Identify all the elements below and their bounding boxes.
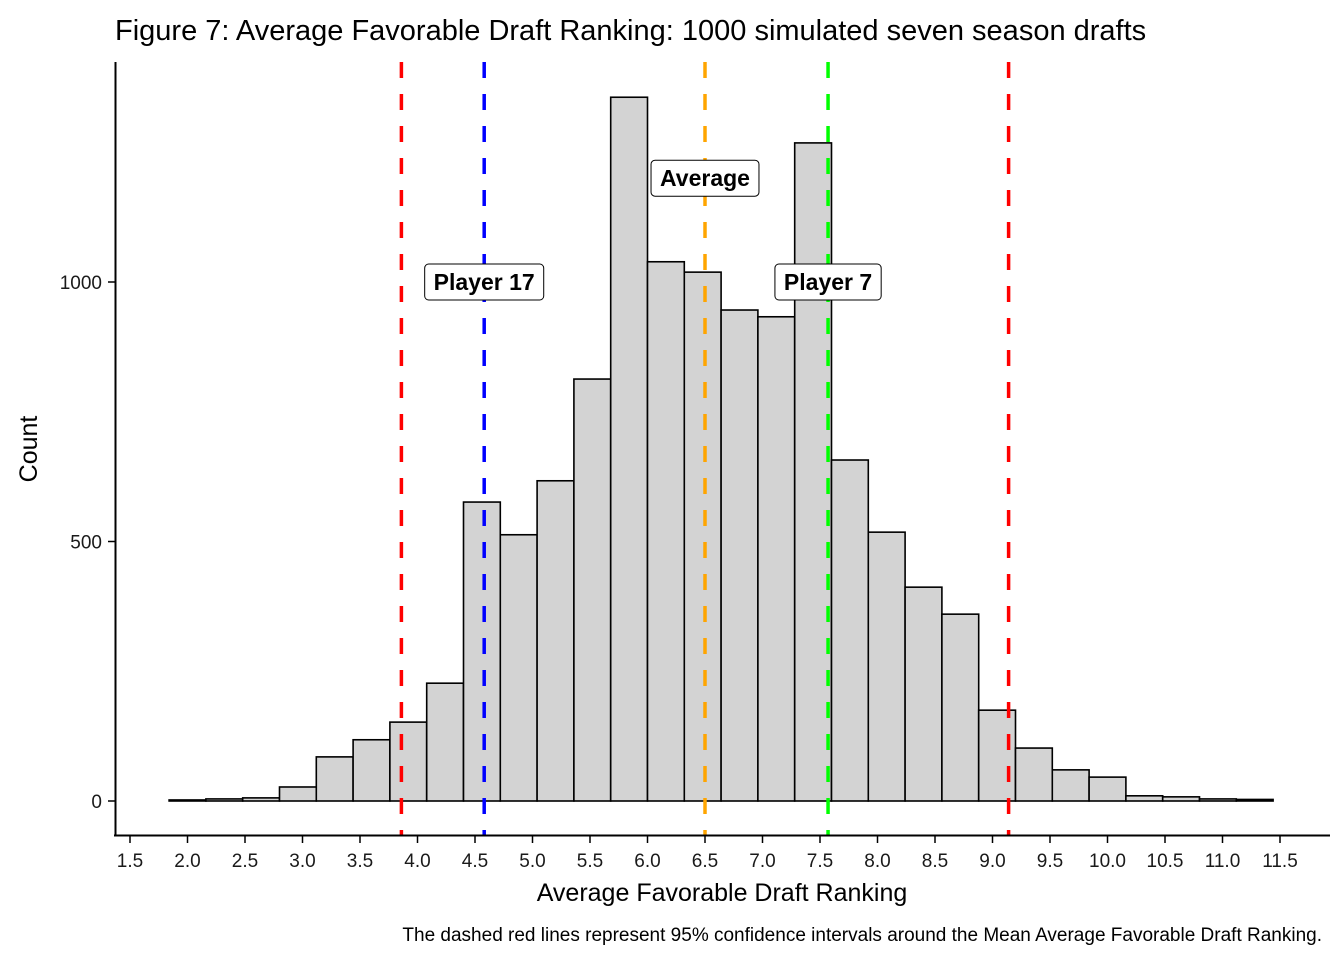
x-tick-label: 6.5 [692, 851, 718, 872]
histogram-bar [389, 721, 428, 802]
histogram-bar [573, 378, 612, 802]
histogram-bar [683, 271, 722, 802]
x-tick-label: 11.0 [1205, 851, 1241, 872]
bars-group [168, 96, 1274, 802]
histogram-bar [977, 709, 1017, 802]
histogram-bar [830, 459, 870, 802]
histogram-bar [867, 531, 906, 802]
chart-title: Figure 7: Average Favorable Draft Rankin… [115, 15, 1146, 47]
average-label-box [650, 159, 760, 197]
histogram-bar [205, 798, 244, 802]
histogram-bar [1161, 796, 1201, 802]
histogram-bar [941, 613, 980, 802]
histogram-bar [1235, 798, 1274, 802]
x-tick-label: 9.5 [1037, 851, 1063, 872]
x-tick-label: 3.0 [289, 851, 315, 872]
histogram-bar [278, 786, 318, 802]
histogram-bar [241, 797, 281, 802]
x-tick-label: 7.5 [807, 851, 833, 872]
average-label-text: Average [660, 165, 750, 191]
x-tick-label: 7.0 [749, 851, 775, 872]
y-ticks-group: 0 500 1000 [60, 273, 115, 813]
x-axis-title: Average Favorable Draft Ranking [537, 879, 908, 907]
y-axis-title: Count [15, 416, 43, 483]
histogram-bar [1088, 776, 1127, 802]
histogram-bar [1014, 747, 1054, 802]
y-tick-label: 0 [91, 792, 102, 813]
x-tick-label: 4.0 [404, 851, 430, 872]
x-tick-label: 10.5 [1147, 851, 1184, 872]
player-7-label-box [774, 263, 882, 301]
x-tick-label: 1.5 [117, 851, 143, 872]
histogram-bar [646, 260, 686, 802]
player-7-label: Player 7 [774, 263, 882, 301]
histogram-bar [425, 682, 465, 802]
player-17-label-text: Player 17 [434, 269, 535, 295]
x-tick-label: 9.0 [979, 851, 1005, 872]
histogram-bar [352, 738, 391, 802]
x-ticks-group: 1.5 2.0 2.5 3.0 3.5 4.0 4.5 5.0 5.5 6.0 6.5 7.0 7.5 8… [117, 836, 1298, 872]
player-17-label-box [424, 263, 545, 301]
player-17-label: Player 17 [424, 263, 545, 301]
histogram-bar [536, 479, 575, 802]
x-tick-label: 8.5 [922, 851, 948, 872]
histogram-bar [462, 501, 502, 802]
histogram-bar [1125, 795, 1164, 802]
histogram-bar [315, 756, 354, 802]
histogram-bar [1051, 769, 1090, 802]
histogram-bar [1198, 798, 1238, 802]
x-tick-label: 3.5 [347, 851, 373, 872]
histogram-bar [757, 315, 796, 802]
player-7-label-text: Player 7 [784, 269, 872, 295]
x-tick-label: 10.0 [1089, 851, 1126, 872]
x-tick-label: 2.0 [174, 851, 200, 872]
histogram-bar [499, 533, 538, 802]
histogram-bar [609, 96, 649, 802]
x-tick-label: 6.0 [634, 851, 660, 872]
x-tick-label: 5.0 [519, 851, 545, 872]
x-tick-label: 2.5 [232, 851, 258, 872]
y-tick-label: 1000 [60, 273, 102, 294]
x-tick-label: 4.5 [462, 851, 488, 872]
histogram-bar [904, 586, 943, 802]
x-tick-label: 8.0 [864, 851, 890, 872]
annotations-group: Player 17 Average Player 7 [424, 159, 882, 301]
chart-caption: The dashed red lines represent 95% confi… [402, 925, 1322, 946]
histogram-bar [793, 142, 833, 802]
histogram-bar [168, 799, 207, 802]
x-tick-label: 11.5 [1262, 851, 1298, 872]
y-tick-label: 500 [70, 533, 102, 554]
average-label: Average [650, 159, 760, 197]
histogram-bar [720, 309, 759, 802]
x-tick-label: 5.5 [577, 851, 603, 872]
